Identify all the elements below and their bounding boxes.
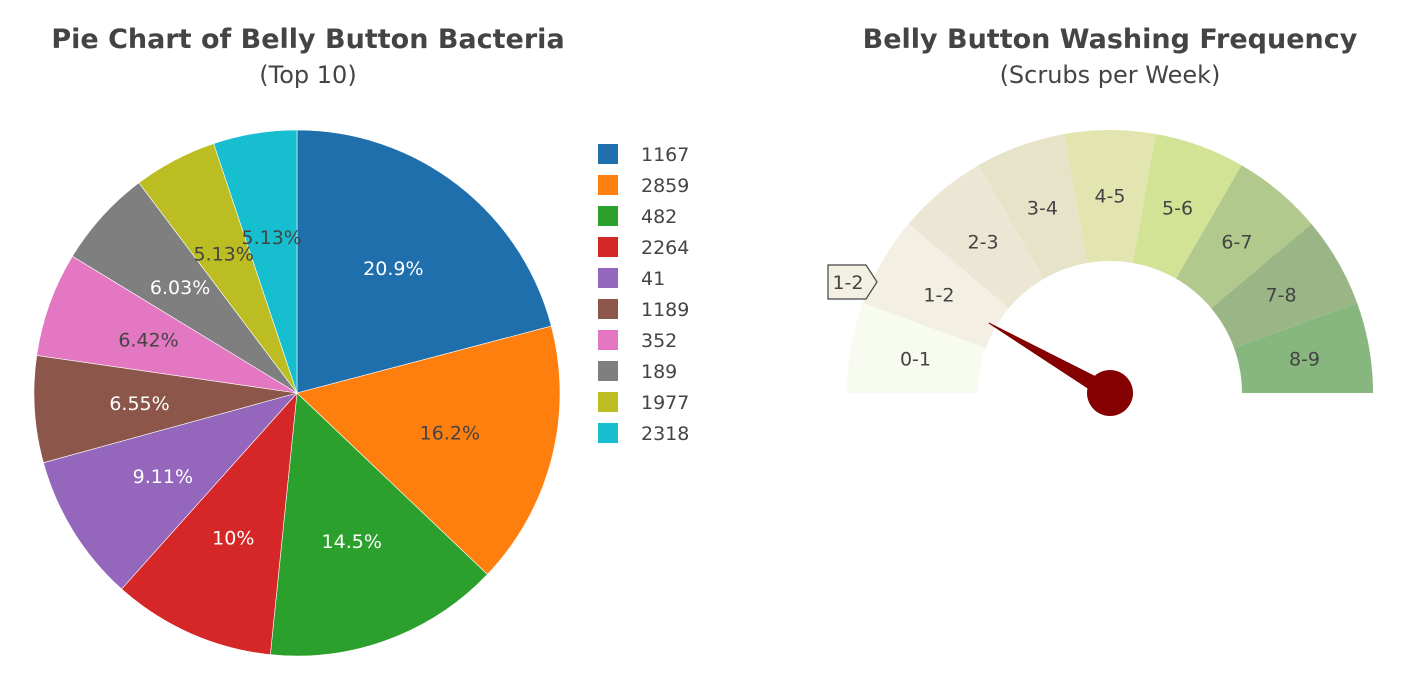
gauge-segment-1-2[interactable] <box>862 223 1009 348</box>
gauge-segment-5-6[interactable] <box>1132 133 1242 279</box>
legend-label: 41 <box>641 268 665 290</box>
pie-slice-label: 16.2% <box>420 422 480 444</box>
legend-label: 482 <box>641 206 677 228</box>
legend-label: 1189 <box>641 299 689 321</box>
gauge-segment-8-9[interactable] <box>1234 303 1373 393</box>
pie-slice-2264[interactable] <box>121 392 298 655</box>
gauge-segment-label: 3-4 <box>1027 197 1058 219</box>
pie-slice-label: 5.13% <box>193 243 253 265</box>
legend-item-41[interactable]: 41 <box>598 268 665 290</box>
gauge-segment-7-8[interactable] <box>1211 223 1358 348</box>
gauge-segment-label: 2-3 <box>968 232 999 254</box>
legend-label: 1167 <box>641 144 689 166</box>
legend-item-1167[interactable]: 1167 <box>598 144 689 166</box>
legend-swatch <box>598 423 618 443</box>
legend-swatch <box>598 144 618 164</box>
legend-item-2264[interactable]: 2264 <box>598 237 689 259</box>
pie-slice-label: 6.42% <box>118 330 178 352</box>
pie-slice-41[interactable] <box>43 392 298 590</box>
gauge-segment-0-1[interactable] <box>847 303 986 393</box>
gauge-segment-label: 4-5 <box>1094 186 1125 208</box>
pie-slice-1189[interactable] <box>33 355 298 464</box>
needle-hub <box>1087 370 1133 416</box>
gauge-segment-label: 1-2 <box>923 284 954 306</box>
legend-swatch <box>598 237 618 257</box>
pie-slice-label: 9.11% <box>133 466 193 488</box>
legend-label: 2859 <box>641 175 689 197</box>
pie-slice-label: 20.9% <box>363 258 423 280</box>
legend-item-189[interactable]: 189 <box>598 361 677 383</box>
pie-slice-1167[interactable] <box>296 129 552 394</box>
gauge-title: Belly Button Washing Frequency <box>863 24 1358 55</box>
pie-slice-2318[interactable] <box>213 129 298 394</box>
legend-swatch <box>598 330 618 350</box>
pie-slice-label: 10% <box>212 527 254 549</box>
pie-slice-2859[interactable] <box>296 325 561 575</box>
gauge-segment-label: 7-8 <box>1266 284 1297 306</box>
legend-swatch <box>598 206 618 226</box>
hover-label-text: 1-2 <box>832 272 863 294</box>
gauge-labels: 0-1 1-2 2-3 3-4 4-5 5-6 6-7 7-8 8-9 <box>900 186 1320 371</box>
legend-item-352[interactable]: 352 <box>598 330 677 352</box>
legend-label: 189 <box>641 361 677 383</box>
legend-label: 2318 <box>641 423 689 445</box>
legend-swatch <box>598 392 618 412</box>
legend-label: 1977 <box>641 392 689 414</box>
legend-swatch <box>598 175 618 195</box>
gauge-segment-label: 5-6 <box>1162 197 1193 219</box>
pie-slices <box>33 129 561 657</box>
legend-swatch <box>598 268 618 288</box>
gauge-segment-6-7[interactable] <box>1176 165 1312 309</box>
legend-swatch <box>598 361 618 381</box>
hover-label-box <box>827 264 878 300</box>
legend-item-2859[interactable]: 2859 <box>598 175 689 197</box>
gauge-segment-label: 6-7 <box>1221 232 1252 254</box>
legend-item-1977[interactable]: 1977 <box>598 392 689 414</box>
gauge-needle <box>988 322 1133 416</box>
pie-chart-subtitle: (Top 10) <box>259 61 356 89</box>
pie-labels: 20.9% 16.2% 14.5% 10% 9.11% 6.55% 6.42% 6.03% 5.… <box>109 227 480 553</box>
pie-slice-label: 14.5% <box>322 531 382 553</box>
legend-item-2318[interactable]: 2318 <box>598 423 689 445</box>
legend-item-482[interactable]: 482 <box>598 206 677 228</box>
pie-slice-482[interactable] <box>270 392 488 657</box>
pie-slice-label: 6.03% <box>150 277 210 299</box>
legend-label: 352 <box>641 330 677 352</box>
gauge-subtitle: (Scrubs per Week) <box>1000 61 1221 89</box>
gauge-segment-3-4[interactable] <box>978 133 1088 279</box>
legend-swatch <box>598 299 618 319</box>
gauge-segment-label: 8-9 <box>1289 349 1320 371</box>
legend-label: 2264 <box>641 237 689 259</box>
legend-item-1189[interactable]: 1189 <box>598 299 689 321</box>
pie-slice-label: 6.55% <box>109 393 169 415</box>
pie-legend[interactable]: 1167 2859 482 2264 41 1189 352 189 1977 2318 <box>598 144 689 445</box>
gauge-segment-4-5[interactable] <box>1064 130 1156 264</box>
pie-chart-title: Pie Chart of Belly Button Bacteria <box>51 24 564 55</box>
gauge-hover-label: 1-2 <box>827 264 878 300</box>
gauge-segment-label: 0-1 <box>900 349 931 371</box>
gauge-segments <box>847 130 1373 393</box>
gauge-segment-2-3[interactable] <box>908 165 1044 309</box>
pie-slice-label: 5.13% <box>241 227 301 249</box>
